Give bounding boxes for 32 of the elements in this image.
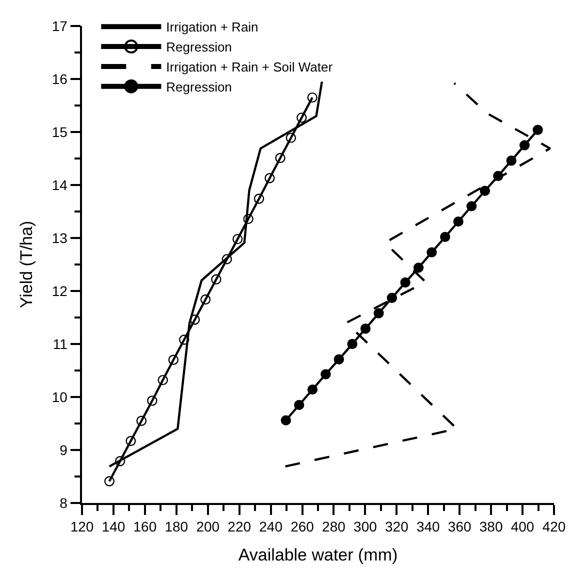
y-tick-label: 17	[52, 18, 68, 34]
x-tick-label: 220	[228, 518, 252, 535]
x-tick-label: 420	[542, 518, 566, 535]
x-axis-title: Available water (mm)	[238, 545, 398, 564]
legend-label: Regression	[166, 79, 232, 94]
x-tick-label: 240	[259, 518, 283, 535]
legend-label: Irrigation + Rain	[166, 20, 258, 35]
legend-label: Regression	[166, 40, 232, 55]
x-tick-label: 140	[102, 518, 126, 535]
x-tick-label: 280	[322, 518, 346, 535]
legend-label: Irrigation + Rain + Soil Water	[166, 60, 334, 75]
y-tick-label: 15	[52, 124, 68, 140]
y-tick-label: 14	[52, 176, 68, 193]
x-tick-label: 200	[196, 518, 220, 535]
y-tick-label: 13	[52, 230, 68, 246]
y-tick-label: 11	[52, 336, 68, 352]
x-tick-label: 300	[354, 518, 378, 535]
y-axis-title: Yield (T/ha)	[16, 220, 36, 308]
x-tick-label: 320	[384, 518, 409, 535]
x-tick-label: 380	[479, 518, 503, 535]
y-tick-label: 8	[60, 494, 68, 511]
x-tick-label: 340	[416, 518, 440, 535]
x-tick-label: 120	[70, 518, 94, 535]
x-tick-label: 400	[510, 518, 534, 535]
y-tick-label: 16	[52, 70, 68, 87]
y-tick-label: 10	[52, 388, 68, 405]
y-tick-label: 9	[60, 442, 68, 458]
y-tick-label: 12	[52, 282, 68, 299]
x-tick-label: 180	[164, 518, 188, 535]
x-tick-label: 160	[133, 518, 157, 535]
x-tick-label: 360	[448, 518, 472, 535]
x-tick-label: 260	[290, 518, 314, 535]
